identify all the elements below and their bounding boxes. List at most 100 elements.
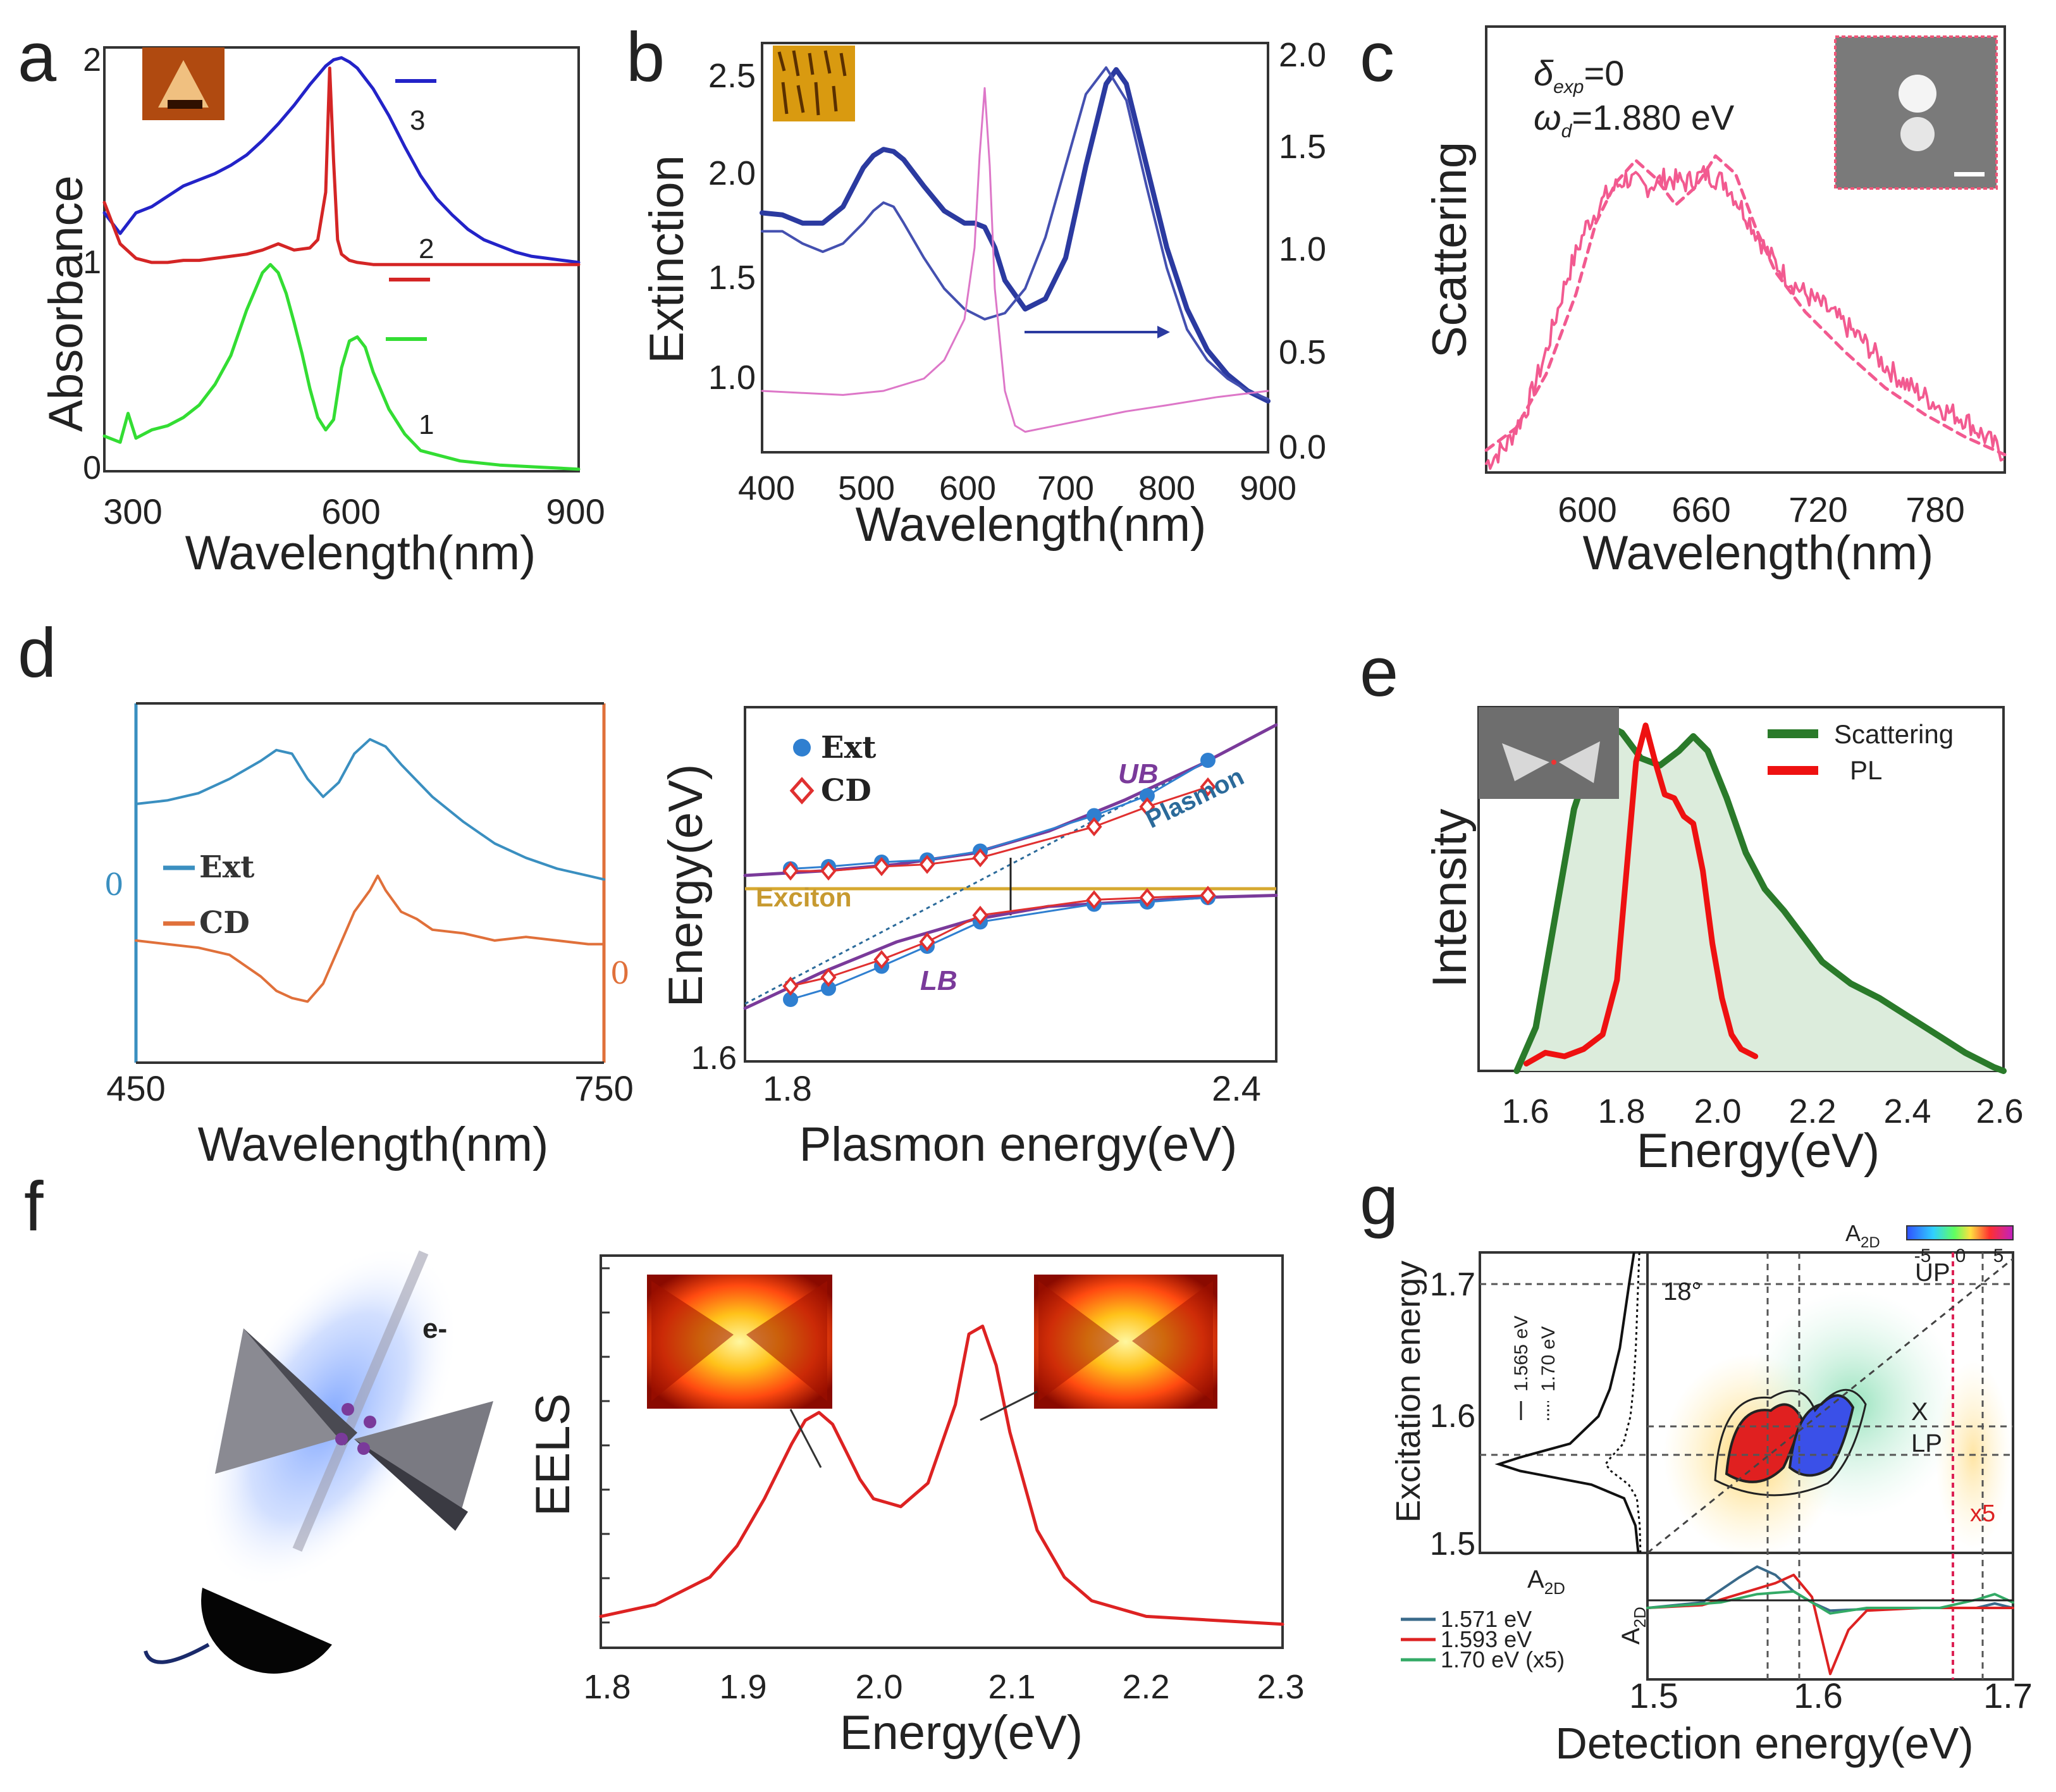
eels-map-low-shape xyxy=(746,1281,827,1401)
colorbar xyxy=(1906,1225,2014,1240)
y-tick-label: 2.5 xyxy=(708,57,756,95)
y-tick-label: 1.5 xyxy=(1430,1526,1475,1562)
ext-marker xyxy=(1140,788,1155,803)
ext-marker xyxy=(821,980,836,996)
plot-area xyxy=(743,723,1278,1010)
hotspot-dot xyxy=(364,1416,376,1428)
bowtie-left-wing xyxy=(215,1328,357,1474)
inset-texture xyxy=(777,50,847,116)
x-tick-label: 450 xyxy=(106,1068,165,1108)
eels-map-high-shape xyxy=(1132,1281,1213,1401)
x-tick-label: 900 xyxy=(546,491,605,531)
cd-marker xyxy=(1086,890,1102,910)
map-contour xyxy=(1714,1388,1867,1497)
series-line-thin xyxy=(761,66,1269,400)
x-tick-label: 2.4 xyxy=(1883,1092,1931,1130)
colorbar-title: A2D xyxy=(1845,1220,1880,1251)
cd-marker xyxy=(873,856,890,877)
x-tick-label: 1.6 xyxy=(1501,1092,1549,1130)
y-axis-label: Extinction xyxy=(640,155,694,364)
side-legend-label: 1.70 eV xyxy=(1538,1326,1559,1392)
x-tick-label: 700 xyxy=(1037,469,1094,507)
x5-label: x5 xyxy=(1970,1500,1995,1527)
plot-frame xyxy=(103,46,580,473)
x-tick-label: 2.2 xyxy=(1788,1092,1836,1130)
side-frame xyxy=(1479,1251,1649,1554)
plasmon-line xyxy=(744,724,1277,1005)
panel-letter-c: c xyxy=(1360,18,1394,96)
up-label: UP xyxy=(1915,1259,1950,1287)
legend-label: 1.593 eV xyxy=(1441,1626,1532,1652)
series-label-1: 1 xyxy=(419,409,434,440)
legend-label-pl: PL xyxy=(1850,755,1882,785)
x-tick-label: 600 xyxy=(321,491,380,531)
scattering-area xyxy=(1517,725,2004,1071)
cd-marker xyxy=(919,932,935,952)
panel-letter-g: g xyxy=(1360,1161,1398,1239)
series-line-thick xyxy=(760,67,1271,404)
legend-marker-ext xyxy=(793,739,811,757)
x-tick-label: 2.0 xyxy=(1694,1092,1741,1130)
panel-f-illustration: e- xyxy=(144,1245,493,1674)
a2d-axis-label: A2D xyxy=(1617,1607,1649,1645)
y2-tick-label: 1.0 xyxy=(1279,230,1326,268)
cd-marker xyxy=(1200,777,1216,797)
x-tick-label: 1.6 xyxy=(1794,1676,1843,1715)
diagonal-line xyxy=(1647,1257,2014,1554)
x-tick-label: 2.3 xyxy=(1257,1668,1304,1706)
plot-frame xyxy=(744,706,1277,1063)
bowtie-left-face xyxy=(243,1328,357,1445)
x-axis-label: Wavelength(nm) xyxy=(1583,526,1934,580)
lp-label: LP xyxy=(1911,1430,1942,1457)
cd-marker xyxy=(1139,797,1155,817)
y-axis-label: Intensity xyxy=(1423,808,1477,987)
x-axis-label: Wavelength(nm) xyxy=(856,498,1207,552)
x-label: X xyxy=(1911,1398,1928,1426)
hotspot-dot xyxy=(357,1442,370,1455)
x-axis-label: Wavelength(nm) xyxy=(198,1118,549,1171)
series-line-2 xyxy=(102,66,581,266)
x-tick-label: 500 xyxy=(838,469,895,507)
exciton-label: Exciton xyxy=(756,882,852,912)
series-line-pink xyxy=(761,87,1269,433)
inset-particle xyxy=(1899,75,1936,113)
colorbar-tick: 5 xyxy=(1993,1245,2004,1266)
y-axis-label: Excitation energy xyxy=(1389,1261,1427,1523)
hotspot-dot xyxy=(335,1433,348,1445)
x-tick-label: 400 xyxy=(738,469,795,507)
angle-label: 18° xyxy=(1663,1278,1702,1306)
x-tick-label: 2.2 xyxy=(1122,1668,1169,1706)
panel-e: Scattering PL 1.6 1.8 2.0 2.2 2.4 2.6 En… xyxy=(1423,706,2024,1178)
x-tick-label: 1.7 xyxy=(1983,1676,2033,1715)
plot-area xyxy=(1646,1565,2014,1676)
panel-letter-b: b xyxy=(626,18,665,96)
x-tick-label: 750 xyxy=(574,1068,633,1108)
x-tick-label: 1.9 xyxy=(719,1668,766,1706)
y-axis-label: Absorbance xyxy=(39,175,93,432)
x-tick-label: 2.6 xyxy=(1976,1092,2023,1130)
side-spectrum xyxy=(1494,1252,1642,1554)
legend-label-cd: CD xyxy=(199,905,250,941)
series-line-1-70-ev-x5- xyxy=(1646,1590,2014,1615)
shift-arrow-head xyxy=(1157,326,1170,338)
x-tick-label: 900 xyxy=(1240,469,1296,507)
side-legend-label: 1.565 eV xyxy=(1511,1316,1532,1392)
plot-area xyxy=(760,66,1271,433)
legend-label-ext: Ext xyxy=(199,850,254,885)
ext-marker xyxy=(783,992,798,1007)
panel-d-dispersion: Exciton Plasmon UB LB Ext CD 1.6 1.8 2.4… xyxy=(659,706,1278,1171)
panel-letter-e: e xyxy=(1360,633,1398,711)
panel-letter-a: a xyxy=(18,18,57,96)
right-zero-label: 0 xyxy=(610,956,630,991)
marker-line-ext-ub xyxy=(789,759,1209,870)
side-curve-1-565-ev xyxy=(1494,1252,1640,1554)
cd-marker xyxy=(972,905,988,925)
bowtie-right-wing xyxy=(354,1401,493,1531)
plot-frame xyxy=(1485,25,2006,474)
marker-line-ext-lb xyxy=(789,896,1209,1001)
inset-triangle-base xyxy=(168,100,202,109)
cd-marker xyxy=(1086,817,1102,837)
cd-marker xyxy=(782,976,799,996)
x-tick-label: 600 xyxy=(939,469,996,507)
